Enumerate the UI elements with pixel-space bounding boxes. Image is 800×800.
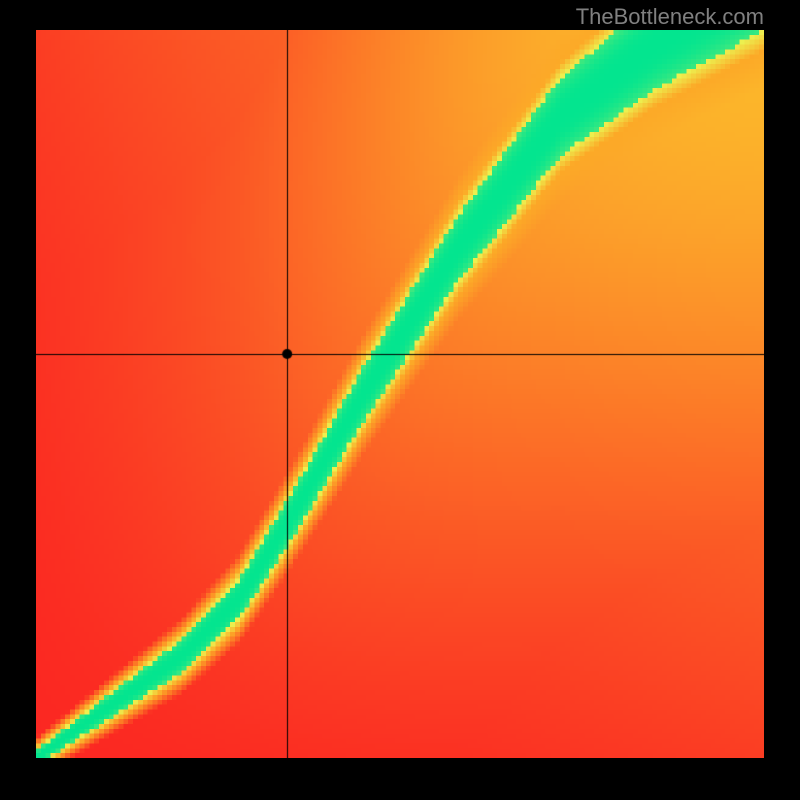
watermark-text: TheBottleneck.com — [576, 4, 764, 30]
crosshair-overlay — [36, 30, 764, 758]
figure-root: TheBottleneck.com — [0, 0, 800, 800]
